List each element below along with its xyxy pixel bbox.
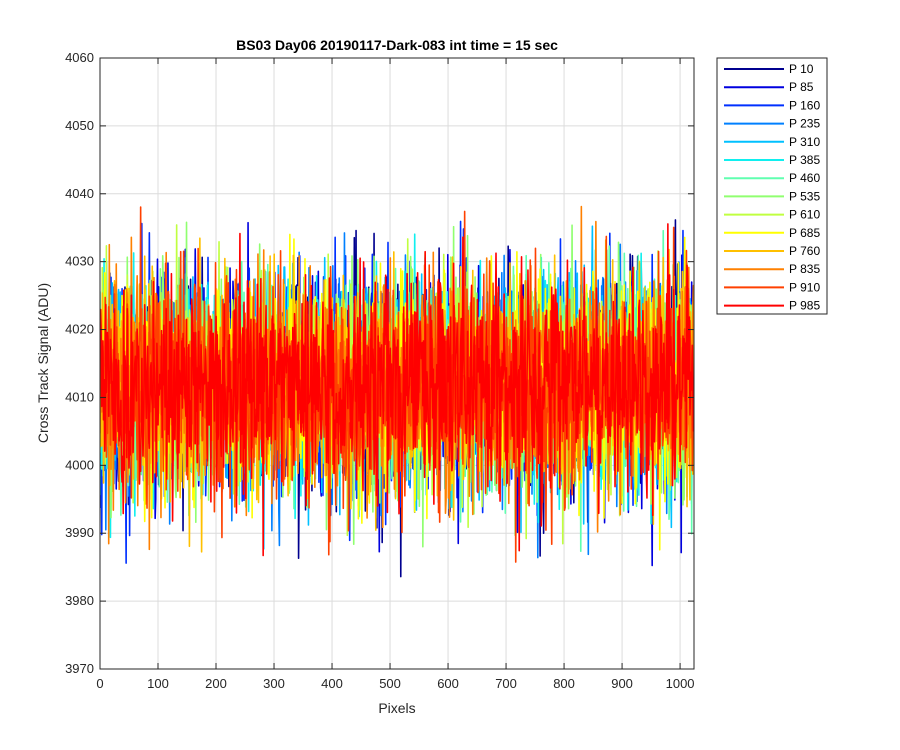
x-tick-label: 700 (495, 676, 517, 691)
legend-entry: P 685 (724, 226, 820, 240)
y-tick-label: 4000 (65, 457, 94, 472)
y-axis-title: Cross Track Signal (ADU) (35, 283, 51, 443)
legend-label: P 610 (789, 208, 820, 222)
legend-label: P 160 (789, 98, 820, 112)
y-tick-label: 4020 (65, 322, 94, 337)
legend-entry: P 385 (724, 153, 820, 167)
series-lines (100, 205, 694, 578)
y-tick-label: 4050 (65, 118, 94, 133)
y-tick-label: 4060 (65, 50, 94, 65)
legend-entry: P 610 (724, 208, 820, 222)
legend-label: P 10 (789, 62, 814, 76)
legend-label: P 385 (789, 153, 820, 167)
x-tick-label: 300 (263, 676, 285, 691)
legend-entry: P 460 (724, 171, 820, 185)
x-tick-label: 0 (96, 676, 103, 691)
legend-label: P 685 (789, 226, 820, 240)
x-tick-label: 100 (147, 676, 169, 691)
x-tick-label: 200 (205, 676, 227, 691)
legend-entry: P 835 (724, 262, 820, 276)
chart-title: BS03 Day06 20190117-Dark-083 int time = … (236, 37, 558, 53)
y-tick-label: 3980 (65, 593, 94, 608)
x-tick-label: 1000 (666, 676, 695, 691)
legend-entry: P 10 (724, 62, 814, 76)
axis-ticks: 0 100 200 300 400 500 600 700 800 900 1000 3970 3980… (65, 50, 694, 691)
x-tick-label: 800 (553, 676, 575, 691)
y-tick-label: 3990 (65, 525, 94, 540)
y-tick-label: 3970 (65, 661, 94, 676)
legend-entry: P 160 (724, 98, 820, 112)
plot-frame (99, 57, 695, 670)
legend: P 10 P 85 P 160 P 235 P 310 P 385 P 460 P 535 P … (716, 57, 828, 315)
legend-entry: P 535 (724, 189, 820, 203)
legend-box (716, 57, 828, 315)
legend-entry: P 910 (724, 280, 820, 294)
legend-label: P 235 (789, 117, 820, 131)
legend-label: P 85 (789, 80, 814, 94)
legend-label: P 835 (789, 262, 820, 276)
y-tick-label: 4010 (65, 389, 94, 404)
x-tick-label: 900 (611, 676, 633, 691)
legend-entry: P 760 (724, 244, 820, 258)
x-axis-title: Pixels (378, 700, 415, 716)
legend-label: P 760 (789, 244, 820, 258)
legend-entry: P 310 (724, 135, 820, 149)
x-tick-label: 600 (437, 676, 459, 691)
legend-entry: P 235 (724, 117, 820, 131)
legend-label: P 535 (789, 189, 820, 203)
y-tick-label: 4040 (65, 186, 94, 201)
legend-label: P 985 (789, 299, 820, 313)
x-tick-label: 500 (379, 676, 401, 691)
legend-label: P 310 (789, 135, 820, 149)
y-tick-label: 4030 (65, 254, 94, 269)
legend-label: P 910 (789, 280, 820, 294)
legend-entry: P 85 (724, 80, 814, 94)
legend-entry: P 985 (724, 299, 820, 313)
x-tick-label: 400 (321, 676, 343, 691)
series-line-p985 (100, 223, 694, 557)
legend-label: P 460 (789, 171, 820, 185)
